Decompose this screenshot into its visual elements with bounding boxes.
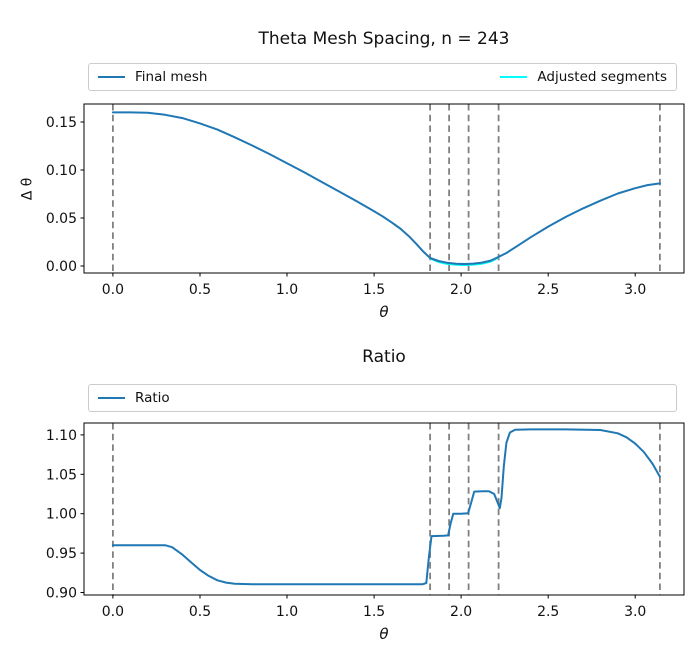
theta-spacing-axes: 0.0 0.5 1.0 1.5 2.0 2.5 3.0 0.00 0.05 0.10 0.15 xyxy=(46,103,685,298)
legend-label-adjusted-segments: Adjusted segments xyxy=(537,69,667,85)
y-tick-label: 0.10 xyxy=(46,163,77,179)
legend-label-ratio: Ratio xyxy=(135,390,170,406)
y-tick-label: 1.00 xyxy=(46,507,77,523)
y-tick-label: 0.00 xyxy=(46,259,77,275)
legend-item-ratio: Ratio xyxy=(98,390,170,406)
x-tick-label: 0.5 xyxy=(189,604,211,620)
top-chart-legend: Final mesh Adjusted segments xyxy=(88,63,677,91)
ratio-frame xyxy=(83,422,685,596)
x-tick-label: 1.0 xyxy=(276,282,298,298)
adjusted-segments-line-swatch xyxy=(500,75,528,79)
top-chart-ylabel: Δ θ xyxy=(19,177,35,200)
x-tick-label: 0.5 xyxy=(189,282,211,298)
series-ratio xyxy=(111,428,661,586)
x-tick-label: 0.0 xyxy=(102,282,124,298)
theta-spacing-frame xyxy=(83,103,685,274)
x-tick-label: 3.0 xyxy=(624,282,646,298)
y-tick-label: 1.10 xyxy=(46,428,77,444)
ratio-line-swatch xyxy=(98,396,125,400)
x-tick-label: 2.5 xyxy=(537,604,559,620)
bottom-chart-legend: Ratio xyxy=(88,384,677,412)
y-tick-label: 1.05 xyxy=(46,467,77,483)
top-chart-xlabel: θ xyxy=(379,303,389,321)
x-tick-label: 2.0 xyxy=(450,604,472,620)
x-tick-label: 1.5 xyxy=(363,282,385,298)
x-tick-label: 2.5 xyxy=(537,282,559,298)
y-tick-label: 0.90 xyxy=(46,586,77,602)
series-final-mesh xyxy=(111,111,661,265)
x-tick-label: 2.0 xyxy=(450,282,472,298)
y-tick-label: 0.15 xyxy=(46,115,77,131)
x-tick-label: 3.0 xyxy=(624,604,646,620)
ratio-axes: 0.0 0.5 1.0 1.5 2.0 2.5 3.0 0.90 0.95 1.00 1.05 1.1… xyxy=(46,422,685,620)
bottom-chart-xlabel: θ xyxy=(379,625,389,643)
y-tick-label: 0.95 xyxy=(46,546,77,562)
legend-item-adjusted-segments: Adjusted segments xyxy=(500,69,667,85)
x-tick-label: 1.0 xyxy=(276,604,298,620)
x-tick-label: 0.0 xyxy=(102,604,124,620)
top-chart-title: Theta Mesh Spacing, n = 243 xyxy=(258,29,510,49)
legend-item-final-mesh: Final mesh xyxy=(98,69,207,85)
final-mesh-line-swatch xyxy=(98,75,125,79)
bottom-chart-title: Ratio xyxy=(362,347,406,367)
y-tick-label: 0.05 xyxy=(46,211,77,227)
x-tick-label: 1.5 xyxy=(363,604,385,620)
legend-label-final-mesh: Final mesh xyxy=(135,69,208,85)
